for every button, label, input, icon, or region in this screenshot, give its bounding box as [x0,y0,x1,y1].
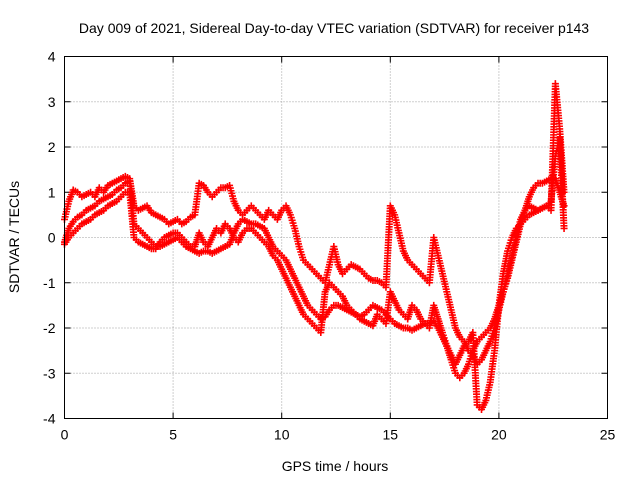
data-points [61,80,568,413]
x-tick-label: 15 [383,427,399,443]
x-tick-label: 25 [600,427,616,443]
x-axis-label: GPS time / hours [282,458,389,474]
y-tick-label: -2 [43,320,56,336]
y-tick-label: 3 [48,94,56,110]
x-tick-label: 0 [61,427,69,443]
y-tick-label: -4 [43,411,56,427]
x-tick-label: 5 [169,427,177,443]
y-axis-label: SDTVAR / TECUs [6,181,22,293]
data-point [560,202,568,210]
data-point [560,224,568,232]
y-tick-label: 0 [48,230,56,246]
plot-frame [64,56,608,419]
y-tick-label: -3 [43,365,56,381]
y-tick-label: 1 [48,184,56,200]
x-tick-label: 20 [491,427,507,443]
y-tick-label: 2 [48,139,56,155]
chart-title: Day 009 of 2021, Sidereal Day-to-day VTE… [79,20,589,36]
grid-lines [64,56,608,419]
y-tick-label: 4 [48,49,56,65]
axis-ticks: 0 5 10 15 20 25 -4 -3 -2 -1 0 1 2 3 4 [43,49,615,443]
y-tick-label: -1 [43,275,56,291]
x-tick-label: 10 [274,427,290,443]
